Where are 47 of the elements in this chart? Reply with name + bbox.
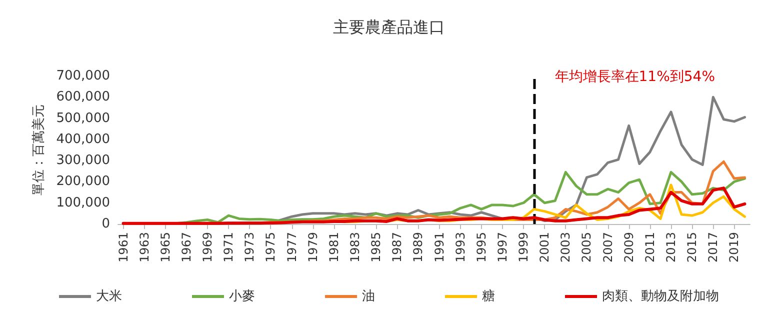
x-tick-label: 1991 [432,232,446,263]
x-tick-label: 1975 [264,232,278,263]
x-tick-label: 2017 [706,232,720,263]
x-tick-label: 1973 [242,232,257,263]
x-tick-label: 2007 [600,232,615,263]
y-tick-label: 300,000 [56,153,110,168]
x-tick-label: 1997 [495,232,510,263]
x-tick-label: 1969 [200,232,215,263]
x-tick-label: 1995 [474,232,488,263]
y-tick-label: 200,000 [56,174,110,190]
x-tick-label: 1983 [348,232,362,263]
y-tick-label: 600,000 [56,90,110,105]
legend-label: 油 [362,289,375,304]
legend-label: 糖 [482,289,495,304]
y-tick-label: 100,000 [56,195,110,210]
x-tick-label: 1961 [116,232,130,263]
legend-label: 大米 [96,289,122,304]
x-tick-label: 2015 [685,232,700,263]
x-tick-label: 1979 [306,232,320,263]
line-series [122,186,746,225]
x-tick-label: 1981 [326,232,341,263]
x-tick-label: 1987 [390,232,404,263]
y-axis-title: 單位：百萬美元 [30,104,46,196]
x-tick-label: 2019 [727,232,742,263]
x-tick-label: 1967 [179,232,194,263]
x-tick-label: 1963 [137,232,152,263]
x-tick-label: 2011 [642,232,657,263]
y-tick-label: 0 [102,216,110,232]
x-tick-label: 1993 [453,232,468,263]
y-tick-label: 500,000 [56,110,110,126]
legend-label: 小麥 [229,289,255,304]
legend-label: 肉類、動物及附加物 [602,289,719,304]
x-tick-label: 1989 [411,232,426,263]
x-tick-label: 2001 [538,232,552,263]
x-tick-label: 1985 [369,232,384,263]
x-tick-label: 1965 [158,232,172,263]
x-tick-label: 2005 [580,232,594,263]
annotation: 年均增長率在11%到54% [554,69,715,85]
x-tick-label: 1999 [516,232,531,263]
y-tick-label: 700,000 [56,68,110,84]
x-tick-label: 1977 [284,232,299,263]
x-tick-label: 1971 [222,232,236,263]
y-tick-label: 400,000 [56,132,110,147]
x-tick-label: 2003 [558,232,573,263]
x-tick-label: 2013 [664,232,678,263]
chart-title: 主要農產品進口 [333,18,445,36]
x-tick-label: 2009 [622,232,636,263]
